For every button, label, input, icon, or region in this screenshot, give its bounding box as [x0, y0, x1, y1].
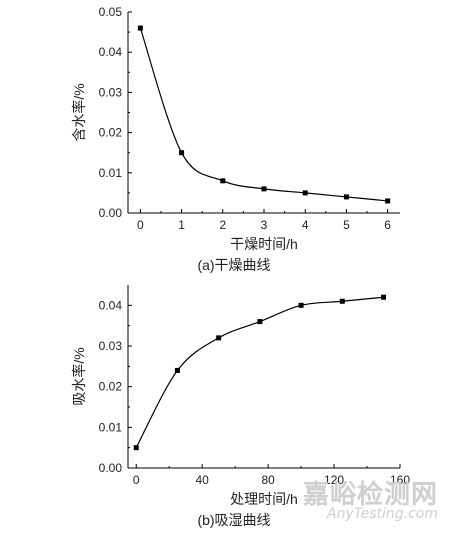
x-tick-label-b: 160 — [390, 473, 410, 487]
x-tick-label-a: 5 — [343, 218, 350, 232]
data-point-a — [179, 150, 185, 156]
y-tick-label-b: 0.02 — [99, 380, 123, 394]
y-tick-label-b: 0.00 — [99, 461, 123, 475]
data-point-a — [220, 178, 226, 184]
x-tick-label-a: 0 — [137, 218, 144, 232]
data-point-b — [216, 335, 222, 341]
data-point-b — [339, 298, 345, 304]
y-tick-label-a: 0.04 — [99, 45, 123, 59]
data-point-b — [174, 367, 180, 373]
data-point-a — [343, 194, 349, 200]
fit-curve-a — [139, 27, 388, 202]
data-point-a — [261, 186, 267, 192]
data-point-b — [298, 302, 304, 308]
y-tick-label-a: 0.05 — [99, 5, 123, 19]
data-point-a — [137, 25, 143, 31]
chart-caption-a: (a)干燥曲线 — [197, 257, 270, 273]
x-tick-label-b: 120 — [324, 473, 344, 487]
x-tick-label-a: 6 — [384, 218, 391, 232]
y-tick-label-a: 0.00 — [99, 206, 123, 220]
x-tick-label-b: 40 — [196, 473, 210, 487]
x-tick-label-b: 0 — [133, 473, 140, 487]
x-tick-label-a: 3 — [261, 218, 268, 232]
data-point-b — [133, 445, 139, 451]
data-point-a — [385, 198, 391, 204]
chart-caption-b: (b)吸湿曲线 — [197, 512, 270, 528]
data-point-a — [302, 190, 308, 196]
x-tick-label-b: 80 — [261, 473, 275, 487]
y-tick-label-a: 0.01 — [99, 166, 123, 180]
data-point-b — [257, 319, 263, 325]
x-tick-label-a: 2 — [219, 218, 226, 232]
x-axis-label-b: 处理时间/h — [230, 491, 298, 507]
x-tick-label-a: 4 — [302, 218, 309, 232]
y-tick-label-b: 0.03 — [99, 339, 123, 353]
y-axis-label-b: 吸水率/% — [71, 347, 87, 405]
y-tick-label-a: 0.03 — [99, 85, 123, 99]
y-tick-label-a: 0.02 — [99, 126, 123, 140]
x-tick-label-a: 1 — [178, 218, 185, 232]
data-point-b — [381, 294, 387, 300]
y-axis-label-a: 含水率/% — [71, 83, 87, 141]
x-axis-label-a: 干燥时间/h — [230, 236, 298, 252]
y-tick-label-b: 0.04 — [99, 298, 123, 312]
y-tick-label-b: 0.01 — [99, 420, 123, 434]
